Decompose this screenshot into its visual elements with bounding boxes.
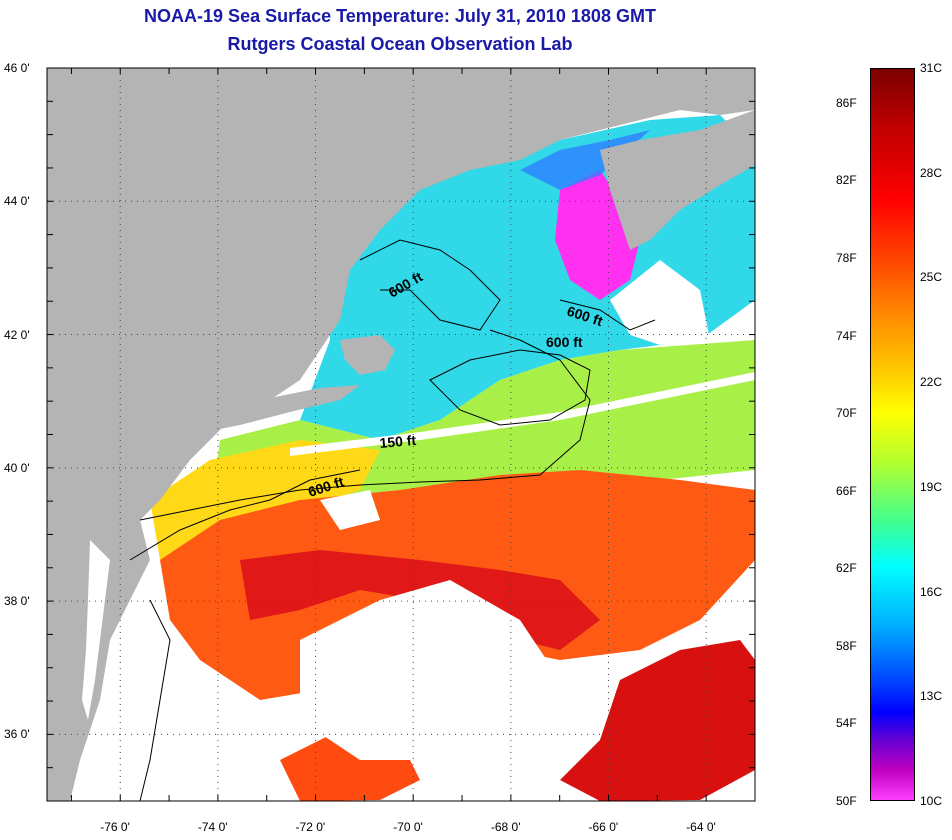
fahrenheit-label: 62F bbox=[836, 561, 857, 576]
longitude-label: -72 0' bbox=[295, 820, 326, 834]
bathymetry-contour bbox=[359, 239, 501, 331]
longitude-label: -64 0' bbox=[686, 820, 716, 834]
celsius-label: 19C bbox=[920, 479, 943, 494]
celsius-label: 31C bbox=[920, 61, 943, 75]
latitude-label: 46 0' bbox=[4, 61, 30, 75]
latitude-label: 44 0' bbox=[4, 194, 30, 209]
fahrenheit-label: 58F bbox=[836, 638, 857, 653]
longitude-label: -70 0' bbox=[393, 820, 423, 834]
celsius-label: 16C bbox=[920, 584, 943, 599]
nova-scotia-land bbox=[600, 110, 755, 250]
bathymetry-contour bbox=[559, 299, 656, 331]
bathymetry-contour bbox=[429, 349, 591, 426]
bathymetry-contour bbox=[129, 469, 361, 561]
map-title: NOAA-19 Sea Surface Temperature: July 31… bbox=[144, 6, 656, 26]
celsius-label: 28C bbox=[920, 165, 943, 180]
longitude-label: -76 0' bbox=[100, 820, 130, 834]
bathymetry-contour bbox=[139, 599, 171, 801]
fahrenheit-label: 50F bbox=[836, 794, 857, 808]
chesapeake-bay bbox=[82, 540, 110, 720]
fahrenheit-label: 74F bbox=[836, 328, 857, 343]
fahrenheit-label: 82F bbox=[836, 173, 857, 188]
contour-depth-label: 600 ft bbox=[546, 334, 583, 350]
celsius-label: 10C bbox=[920, 794, 943, 808]
cloud-streak bbox=[610, 260, 710, 345]
land-mass bbox=[47, 68, 755, 801]
longitude-label: -74 0' bbox=[197, 820, 228, 834]
fahrenheit-label: 70F bbox=[836, 406, 857, 421]
cloud-streak bbox=[300, 580, 560, 760]
celsius-label: 25C bbox=[920, 270, 943, 285]
fahrenheit-label: 78F bbox=[836, 251, 857, 266]
longitude-label: -68 0' bbox=[490, 820, 521, 834]
cloud-streak bbox=[320, 490, 380, 530]
fahrenheit-label: 66F bbox=[836, 483, 857, 498]
fahrenheit-label: 54F bbox=[836, 716, 857, 731]
temperature-colorbar bbox=[870, 68, 915, 801]
graticule bbox=[47, 67, 755, 801]
fahrenheit-label: 86F bbox=[836, 95, 857, 110]
long-island-land bbox=[200, 385, 360, 432]
longitude-label: -66 0' bbox=[588, 820, 619, 834]
contour-depth-label: 150 ft bbox=[379, 432, 417, 451]
bathymetry-contour bbox=[139, 329, 591, 521]
blue-water-patch bbox=[520, 130, 650, 190]
cape-cod-land bbox=[340, 335, 395, 375]
map-subtitle: Rutgers Coastal Ocean Observation Lab bbox=[227, 34, 573, 54]
cloud-streak bbox=[290, 372, 755, 456]
latitude-label: 38 0' bbox=[4, 594, 30, 609]
axis-ticks bbox=[47, 67, 756, 801]
celsius-label: 22C bbox=[920, 375, 943, 390]
latitude-label: 42 0' bbox=[4, 327, 30, 342]
latitude-label: 40 0' bbox=[4, 460, 30, 475]
celsius-label: 13C bbox=[920, 689, 943, 704]
latitude-label: 36 0' bbox=[4, 727, 30, 742]
